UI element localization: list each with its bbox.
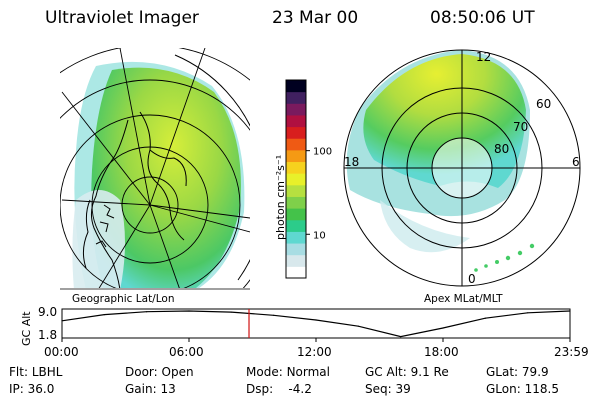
colorbar-segment	[286, 219, 306, 232]
colorbar-unit-label: photon cm⁻²s⁻¹	[274, 155, 287, 240]
mlat-label-80: 80	[494, 142, 509, 156]
colorbar-segment	[286, 208, 306, 221]
info-glat: GLat: 79.9	[486, 365, 549, 379]
gc-alt-point	[230, 311, 232, 313]
colorbar-tick-label: 100	[313, 147, 332, 158]
timeline-xtick-1800: 18:00	[424, 345, 459, 359]
colorbar-segment	[286, 231, 306, 244]
colorbar-segment	[286, 80, 306, 93]
colorbar-segment	[286, 103, 306, 116]
image-date: 23 Mar 00	[272, 8, 359, 28]
gc-alt-point	[273, 314, 275, 316]
timeline-xtick-0600: 06:00	[169, 345, 204, 359]
colorbar-segment	[286, 254, 306, 267]
gc-alt-timeline	[61, 308, 571, 342]
auroral-emission	[91, 67, 241, 288]
earth-limb	[174, 54, 250, 281]
polar-diffuse	[380, 200, 470, 253]
gc-alt-point	[527, 312, 529, 314]
info-seq: Seq: 39	[365, 382, 411, 396]
colorbar-segment	[286, 161, 306, 174]
colorbar-tick-label: 10	[313, 230, 326, 241]
colorbar: 10 100	[285, 79, 332, 279]
colorbar-segment	[286, 126, 306, 139]
info-glon: GLon: 118.5	[486, 382, 559, 396]
info-flt: Flt: LBHL	[9, 365, 63, 379]
info-dsp: Dsp: -4.2	[246, 382, 312, 396]
timeline-xtick-1200: 12:00	[297, 345, 332, 359]
polar-spots	[474, 243, 535, 272]
mlt-label-6: 6	[572, 155, 580, 169]
info-gain: Gain: 13	[125, 382, 176, 396]
image-time: 08:50:06 UT	[430, 8, 535, 28]
colorbar-segment	[286, 266, 306, 279]
info-gc-alt: GC Alt: 9.1 Re	[365, 365, 449, 379]
mlat-label-60: 60	[536, 97, 551, 111]
apex-label: Apex MLat/MLT	[424, 293, 503, 305]
gc-alt-point	[146, 311, 148, 313]
mlt-label-12: 12	[476, 50, 491, 64]
colorbar-segment	[286, 91, 306, 104]
geographic-label: Geographic Lat/Lon	[72, 293, 175, 305]
geo-grid	[60, 48, 250, 288]
mlat-grid	[343, 49, 581, 287]
gc-alt-point	[569, 310, 571, 312]
colorbar-segment	[286, 138, 306, 151]
instrument-title: Ultraviolet Imager	[45, 8, 199, 28]
gc-alt-point	[400, 336, 402, 338]
gc-alt-point	[484, 317, 486, 319]
info-ip: IP: 36.0	[9, 382, 55, 396]
info-mode: Mode: Normal	[246, 365, 330, 379]
geographic-image	[60, 48, 250, 288]
colorbar-segment	[286, 149, 306, 163]
gc-alt-point	[61, 320, 63, 322]
gc-alt-point	[442, 327, 444, 329]
timeline-frame	[61, 308, 571, 339]
timeline-xtick-2359: 23:59	[554, 345, 589, 359]
colorbar-segment	[286, 173, 306, 186]
polar-image	[343, 49, 581, 287]
timeline-ytick-min: 1.8	[38, 328, 58, 342]
gc-alt-point	[357, 325, 359, 327]
mlt-label-18: 18	[344, 155, 359, 169]
colorbar-frame	[285, 79, 307, 279]
mlat-label-70: 70	[513, 120, 528, 134]
mlt-label-0: 0	[468, 272, 476, 286]
gc-alt-point	[103, 314, 105, 316]
timeline-ytick-max: 9.0	[38, 305, 58, 319]
gc-alt-point	[315, 319, 317, 321]
info-door: Door: Open	[125, 365, 194, 379]
gc-alt-point	[188, 310, 190, 312]
colorbar-segment	[286, 114, 306, 128]
timeline-xtick-0000: 00:00	[44, 345, 79, 359]
colorbar-segment	[286, 243, 306, 256]
timeline-ylabel: GC Alt	[20, 311, 33, 346]
night-region	[72, 190, 125, 288]
colorbar-segment	[286, 196, 306, 209]
colorbar-segment	[286, 184, 306, 197]
